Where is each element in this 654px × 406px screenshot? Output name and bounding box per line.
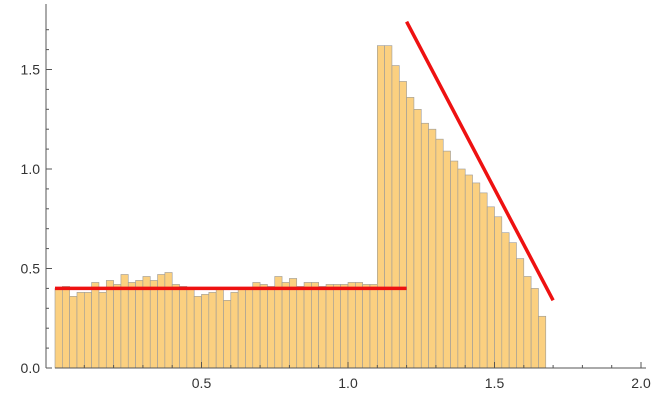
histogram-bar xyxy=(289,278,298,369)
histogram-bar xyxy=(369,284,378,369)
x-tick-label: 1.5 xyxy=(485,375,505,391)
y-tick-label: 1.0 xyxy=(21,161,41,177)
histogram-bar xyxy=(54,288,63,369)
histogram-bar xyxy=(149,280,158,369)
histogram-bar xyxy=(113,284,122,369)
histogram-bar xyxy=(523,276,532,369)
histogram-bar xyxy=(479,192,488,369)
histogram-bar xyxy=(135,280,144,369)
histogram-bar xyxy=(333,284,341,369)
histogram-bar xyxy=(362,284,371,369)
histogram-bar xyxy=(318,286,327,369)
x-tick-label: 0.5 xyxy=(192,375,212,391)
histogram-bar xyxy=(494,216,503,369)
histogram-bar xyxy=(62,286,70,369)
histogram-bar xyxy=(215,288,224,369)
x-tick-label: 2.0 xyxy=(631,375,651,391)
histogram-bar xyxy=(237,288,246,369)
histogram-bar xyxy=(398,81,407,369)
histogram-bar xyxy=(245,288,254,369)
histogram-bar xyxy=(69,296,78,369)
histogram-bar xyxy=(296,286,305,369)
histogram-bar xyxy=(281,282,290,369)
histogram-bar xyxy=(230,292,239,369)
histogram-bar xyxy=(538,315,547,369)
histogram-bar xyxy=(340,284,349,369)
histogram-bar xyxy=(223,300,232,369)
histogram-bar xyxy=(267,286,276,369)
fit-lines xyxy=(55,20,555,302)
histogram-bar xyxy=(530,288,539,369)
tick-labels: 0.5 1.0 1.5 2.0 0.0 0.5 1.0 1.5 xyxy=(21,62,651,392)
y-tick-label: 1.5 xyxy=(21,62,41,78)
histogram-bar xyxy=(274,276,283,369)
histogram-bar xyxy=(325,284,334,369)
histogram-bar xyxy=(450,160,459,369)
histogram-bar xyxy=(442,150,451,369)
histogram-bar xyxy=(428,128,437,369)
histogram-bar xyxy=(413,109,422,369)
histogram-bar xyxy=(420,122,429,369)
histogram-bar xyxy=(186,288,195,369)
histogram-bar xyxy=(91,282,100,369)
histogram-bar xyxy=(472,182,481,369)
histogram-bar xyxy=(347,282,356,369)
histogram-bar xyxy=(201,294,210,369)
histogram-bar xyxy=(127,282,136,369)
y-tick-label: 0.0 xyxy=(21,360,41,376)
histogram-bar xyxy=(105,280,114,369)
histogram-bar xyxy=(384,45,393,369)
histogram-bar xyxy=(303,282,312,369)
histogram-bar xyxy=(435,138,444,369)
fit-line-decreasing xyxy=(405,20,555,302)
histogram-bar xyxy=(171,284,180,369)
histogram-bar xyxy=(406,97,415,369)
histogram-bar xyxy=(76,292,85,369)
x-tick-label: 1.0 xyxy=(338,375,358,391)
histogram-bar xyxy=(486,206,495,369)
histogram-bar xyxy=(464,174,473,369)
histogram-bar xyxy=(457,168,466,369)
histogram-bar xyxy=(355,282,363,369)
y-tick-label: 0.5 xyxy=(21,261,41,277)
histogram-bar xyxy=(193,296,202,369)
histogram-bars xyxy=(54,45,547,369)
histogram-bar xyxy=(501,232,510,369)
histogram-bar xyxy=(179,286,188,369)
histogram-bar xyxy=(142,276,151,369)
histogram-bar xyxy=(391,65,400,369)
histogram-bar xyxy=(252,282,261,369)
histogram-bar xyxy=(84,292,92,369)
histogram-bar xyxy=(516,258,525,369)
histogram-bar xyxy=(376,45,385,369)
axis-ticks xyxy=(46,29,642,369)
axes xyxy=(45,4,646,369)
histogram-bar xyxy=(208,292,217,369)
histogram-bar xyxy=(311,282,319,369)
histogram-bar xyxy=(259,284,268,369)
histogram-bar xyxy=(508,242,517,369)
histogram-bar xyxy=(98,292,107,369)
